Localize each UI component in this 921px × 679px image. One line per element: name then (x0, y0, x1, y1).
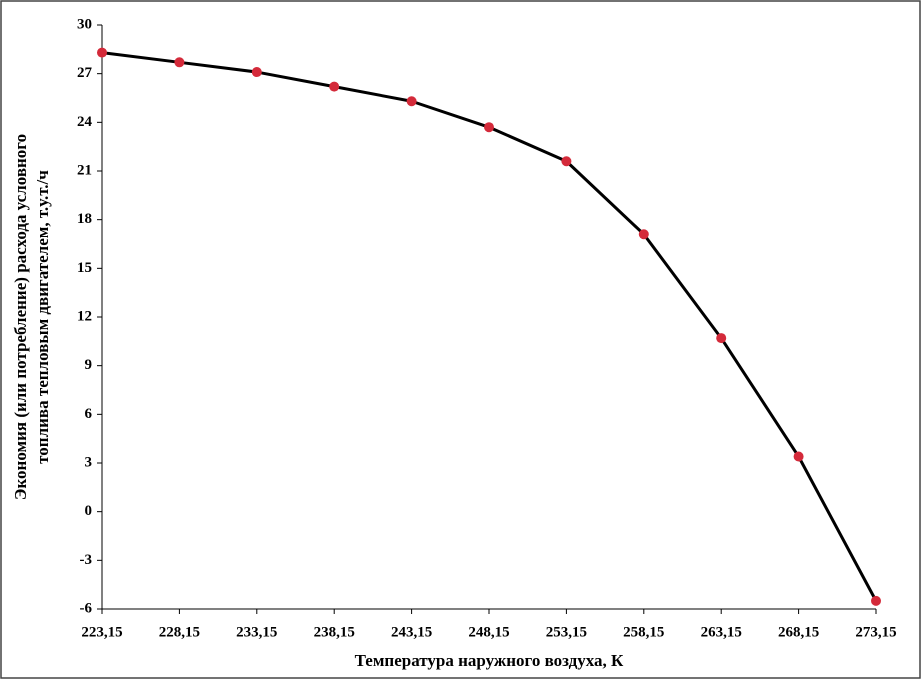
y-tick-label: 27 (77, 65, 93, 81)
y-tick-label: 15 (77, 260, 92, 276)
y-tick-label: -6 (80, 600, 93, 616)
y-axis-label: Экономия (или потребление) расхода услов… (11, 134, 30, 500)
x-tick-label: 258,15 (623, 624, 664, 640)
y-tick-label: 12 (77, 308, 92, 324)
marker (251, 67, 262, 78)
y-tick-label: 9 (85, 357, 93, 373)
y-tick-label: 30 (77, 16, 92, 32)
x-tick-label: 243,15 (391, 624, 432, 640)
y-tick-label: 3 (85, 454, 93, 470)
marker (329, 81, 340, 92)
marker (406, 96, 417, 107)
y-tick-label: 0 (85, 503, 93, 519)
y-axis-label: топлива тепловым двигателем, т.у.т./ч (33, 170, 52, 464)
y-tick-label: 6 (85, 406, 93, 422)
x-tick-label: 248,15 (468, 624, 509, 640)
marker (561, 156, 572, 167)
x-tick-label: 268,15 (778, 624, 819, 640)
marker (174, 57, 185, 68)
x-tick-label: 223,15 (81, 624, 122, 640)
x-tick-label: 233,15 (236, 624, 277, 640)
marker (484, 122, 494, 133)
marker (638, 229, 649, 240)
y-tick-label: 18 (77, 211, 92, 227)
marker (793, 451, 804, 462)
x-tick-label: 238,15 (314, 624, 355, 640)
marker (97, 47, 107, 58)
x-tick-label: 263,15 (701, 624, 742, 640)
marker (716, 333, 727, 344)
x-tick-label: 253,15 (546, 624, 587, 640)
y-tick-label: 21 (77, 162, 92, 178)
x-tick-label: 273,15 (855, 624, 896, 640)
x-tick-label: 228,15 (159, 624, 200, 640)
y-tick-label: -3 (80, 552, 93, 568)
marker (871, 595, 881, 606)
x-axis-label: Температура наружного воздуха, К (355, 651, 624, 670)
y-tick-label: 24 (77, 114, 93, 130)
